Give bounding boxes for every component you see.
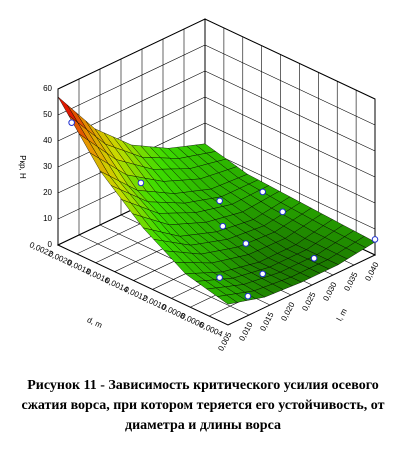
x-axis-label: d, m [86, 315, 104, 330]
z-tick-label: 50 [43, 110, 52, 119]
z-tick-label: 20 [43, 188, 52, 197]
z-tick-label: 0 [48, 240, 53, 249]
data-point [216, 274, 223, 281]
grid-line [227, 254, 376, 326]
data-point [244, 292, 252, 300]
data-point [242, 240, 250, 247]
grid-line [57, 18, 206, 90]
surface-cell [216, 294, 238, 305]
grid-line [204, 70, 376, 152]
grid-line [57, 96, 206, 168]
grid-line [204, 44, 376, 126]
grid-line [57, 244, 229, 326]
z-tick-label: 10 [43, 214, 52, 223]
data-point [259, 270, 266, 278]
z-tick-label: 30 [43, 162, 52, 171]
grid-line [57, 44, 206, 116]
data-point [279, 208, 286, 216]
surface [57, 96, 379, 305]
y-tick-label: 0,035 [342, 270, 360, 292]
data-point [310, 255, 318, 262]
y-tick-label: 0,030 [321, 280, 339, 302]
grid-line [204, 148, 376, 230]
z-tick-label: 60 [43, 84, 52, 93]
y-axis-label: l, m [335, 307, 349, 323]
data-point [371, 236, 379, 243]
y-tick-label: 0,020 [279, 300, 297, 322]
y-tick-label: 0,040 [363, 260, 381, 282]
grid-line [78, 234, 250, 316]
chart: 01020304050600,00040,00060,00080,00100,0… [18, 18, 381, 353]
y-tick-label: 0,025 [300, 290, 318, 312]
data-point [68, 119, 75, 126]
data-point [216, 197, 223, 205]
caption: Рисунок 11 - Зависимость критического ус… [21, 378, 385, 433]
data-point [219, 222, 227, 230]
y-tick-label: 0,015 [258, 310, 276, 332]
grid-line [204, 122, 376, 204]
z-axis-label: Pкр, Н [18, 155, 27, 179]
data-point [259, 188, 267, 196]
z-tick-label: 40 [43, 136, 52, 145]
y-tick-label: 0,010 [237, 320, 255, 342]
grid-line [204, 96, 376, 178]
data-point [137, 179, 145, 187]
grid-line [204, 18, 376, 100]
